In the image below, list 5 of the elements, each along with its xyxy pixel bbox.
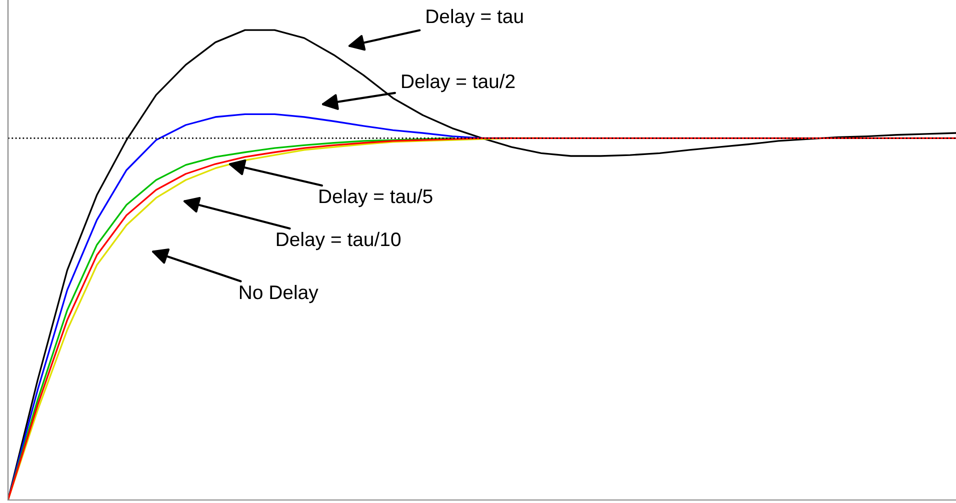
annotation: Delay = tau/2 [402, 74, 515, 92]
annotation: Delay = tau/5 [320, 188, 432, 208]
annotation: Delay = tau/10 [276, 232, 401, 250]
annotation: No Delay [240, 284, 318, 304]
text: Delay = tau [426, 8, 523, 28]
